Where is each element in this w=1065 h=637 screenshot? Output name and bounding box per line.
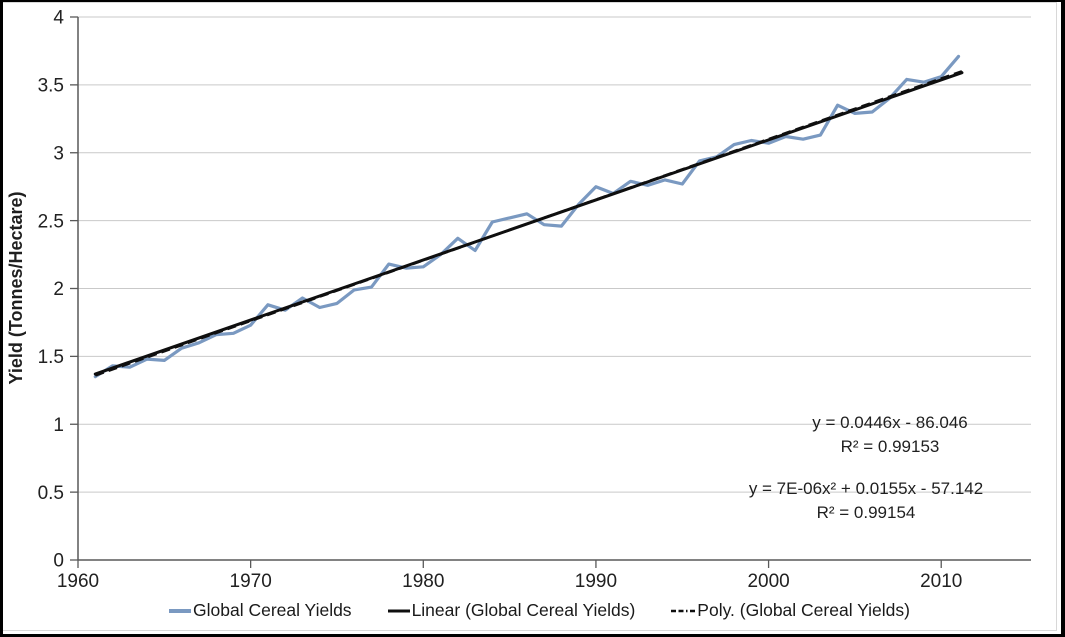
chart-border <box>2 2 1057 631</box>
x-tick-label: 2000 <box>747 571 789 592</box>
black-line-swatch-icon <box>387 609 410 612</box>
trendline-linear <box>93 71 964 376</box>
legend: Global Cereal Yields Linear (Global Cere… <box>0 600 1065 621</box>
y-tick-label: 0.5 <box>38 483 64 504</box>
x-tick-label: 1980 <box>402 571 444 592</box>
x-tick-label: 2010 <box>920 571 962 592</box>
legend-item-global-cereal-yields: Global Cereal Yields <box>169 600 352 621</box>
y-tick-label: 4 <box>53 8 64 29</box>
trendline-polynomial <box>94 70 963 377</box>
dashed-line-swatch-icon <box>671 609 696 612</box>
poly-trendline-equation: y = 7E-06x² + 0.0155x - 57.142 R² = 0.99… <box>749 477 983 525</box>
linear-trendline-equation: y = 0.0446x - 86.046 R² = 0.99153 <box>812 411 967 459</box>
x-tick-label: 1970 <box>230 571 272 592</box>
y-tick-label: 0 <box>53 551 64 572</box>
y-tick-label: 3.5 <box>38 76 64 97</box>
linear-r-squared-text: R² = 0.99153 <box>840 437 940 456</box>
blue-line-swatch-icon <box>169 608 191 613</box>
x-tick-label: 1960 <box>57 571 99 592</box>
linear-equation-text: y = 0.0446x - 86.046 <box>812 413 968 432</box>
legend-item-poly-trendline: Poly. (Global Cereal Yields) <box>671 600 910 621</box>
legend-item-linear-trendline: Linear (Global Cereal Yields) <box>387 600 636 621</box>
y-tick-label: 2 <box>53 279 64 300</box>
poly-equation-text: y = 7E-06x² + 0.0155x - 57.142 <box>748 479 984 498</box>
y-axis-title: Yield (Tonnes/Hectare) <box>6 191 26 384</box>
poly-r-squared-text: R² = 0.99154 <box>816 503 916 522</box>
legend-label: Poly. (Global Cereal Yields) <box>697 600 910 620</box>
x-tick-label: 1990 <box>575 571 617 592</box>
y-tick-label: 1 <box>53 415 64 436</box>
series-line-global-cereal-yields <box>93 54 961 379</box>
y-tick-label: 1.5 <box>38 347 64 368</box>
y-tick-label: 2.5 <box>38 211 64 232</box>
legend-label: Linear (Global Cereal Yields) <box>411 600 636 620</box>
y-tick-label: 3 <box>53 143 64 164</box>
legend-label: Global Cereal Yields <box>193 600 352 620</box>
